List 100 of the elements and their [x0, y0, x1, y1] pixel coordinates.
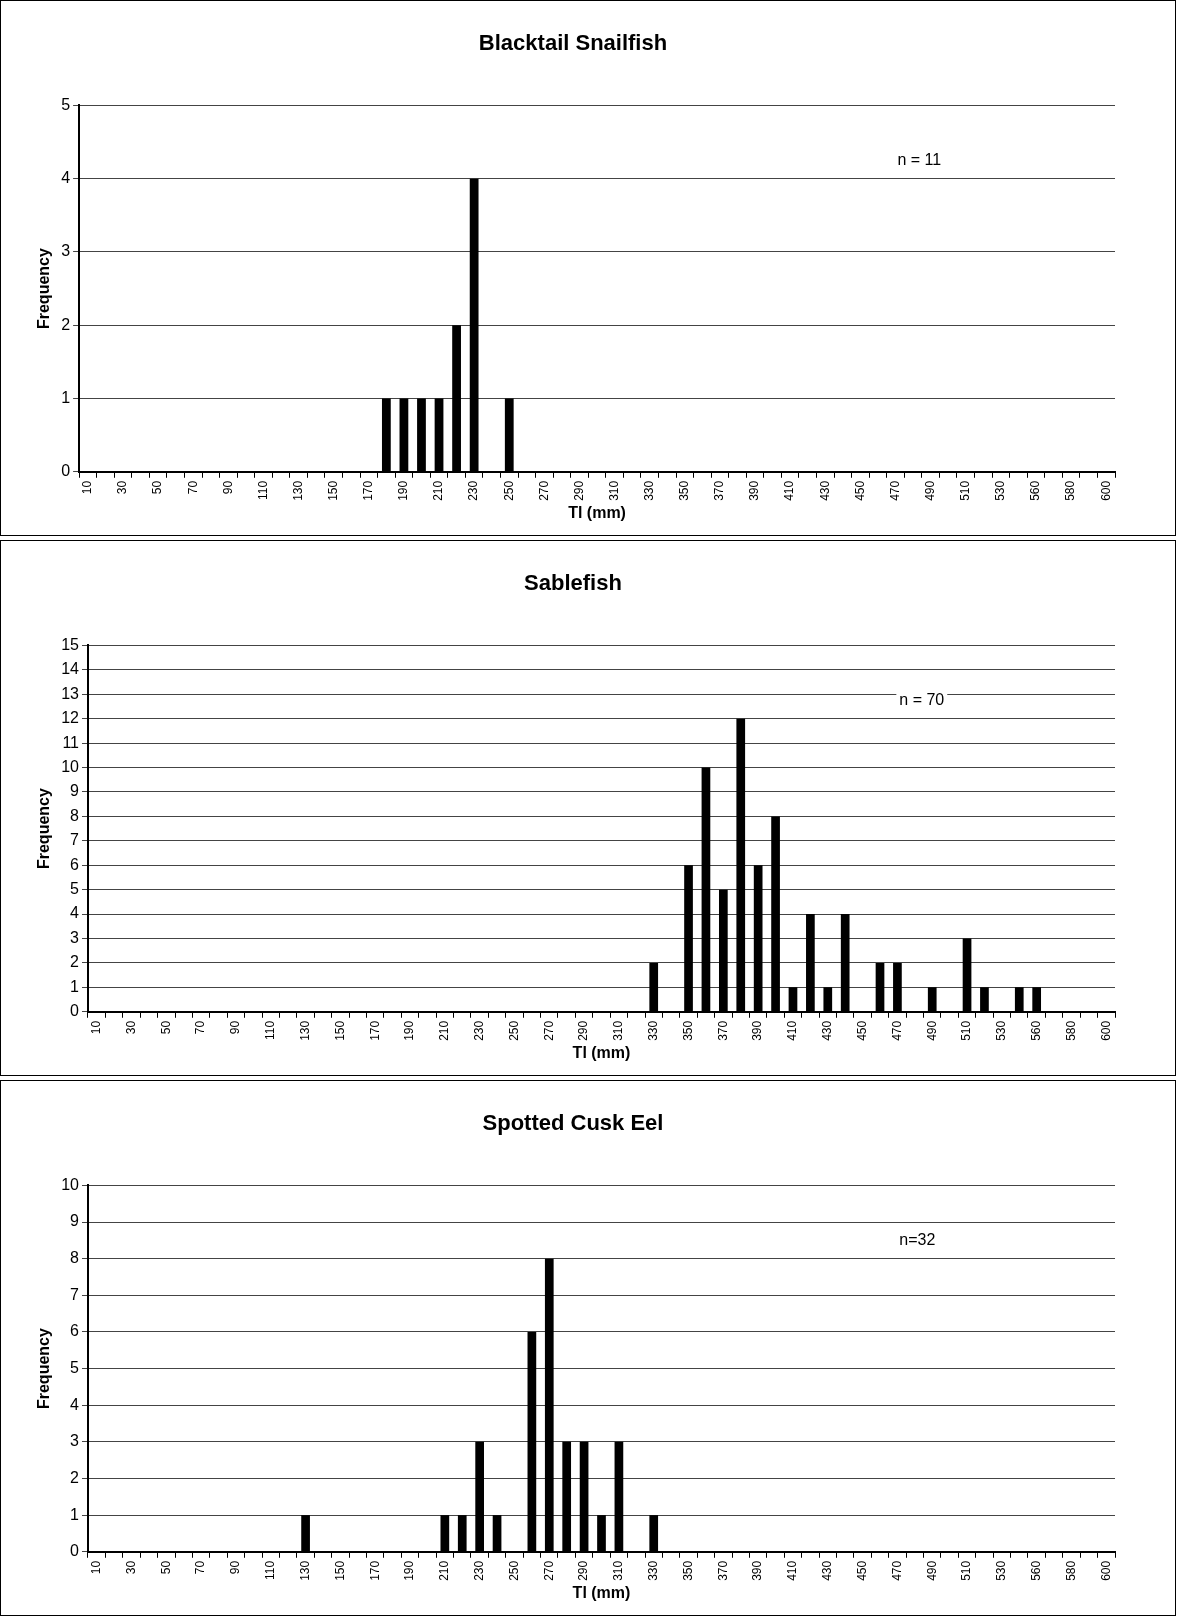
x-tick-label: 170: [367, 1560, 382, 1581]
y-tick-label: 1: [70, 977, 80, 995]
x-tick-label: 30: [123, 1560, 138, 1575]
y-tick-label: 13: [61, 684, 80, 702]
x-tick-label: 560: [1028, 1560, 1043, 1581]
x-tick-label: 580: [1063, 1020, 1078, 1041]
annotation: n=32: [899, 1231, 936, 1249]
x-tick-label: 90: [228, 1560, 243, 1575]
x-tick-label: 210: [437, 1560, 452, 1581]
annotation: n = 11: [897, 151, 942, 169]
x-tick-label: 580: [1063, 1560, 1078, 1581]
x-tick-label: 290: [576, 1560, 591, 1581]
chart-title: Blacktail Snailfish: [478, 30, 668, 56]
y-tick-label: 15: [61, 635, 80, 653]
x-tick-label: 50: [158, 1020, 173, 1035]
y-tick-label: 10: [61, 757, 80, 775]
y-tick-label: 8: [70, 806, 80, 824]
y-tick-label: 3: [70, 928, 80, 946]
annotation: n = 70: [899, 691, 945, 709]
x-tick-label: 210: [437, 1020, 452, 1041]
x-tick-label: 90: [228, 1020, 243, 1035]
x-tick-label: 230: [466, 480, 481, 501]
x-tick-label: 410: [785, 1020, 800, 1041]
x-tick-label: 490: [924, 1560, 939, 1581]
y-tick-label: 9: [70, 782, 80, 800]
x-tick-label: 490: [922, 480, 937, 501]
x-tick-label: 10: [89, 1560, 104, 1575]
x-tick-label: 350: [677, 480, 692, 501]
y-tick-label: 5: [61, 95, 71, 113]
x-tick-label: 430: [817, 480, 832, 501]
x-tick-label: 370: [715, 1560, 730, 1581]
y-tick-label: 1: [70, 1505, 80, 1523]
x-tick-label: 510: [959, 1560, 974, 1581]
x-tick-label: 150: [326, 480, 340, 501]
y-axis-title: Frequency: [35, 248, 53, 330]
x-tick-label: 310: [611, 1560, 626, 1581]
x-tick-label: 450: [854, 1020, 869, 1041]
x-tick-label: 390: [750, 1560, 765, 1581]
x-tick-label: 470: [887, 480, 902, 501]
y-tick-label: 6: [70, 855, 80, 873]
x-tick-label: 30: [123, 1020, 138, 1035]
x-tick-label: 410: [785, 1560, 800, 1581]
y-tick-label: 8: [70, 1249, 80, 1267]
y-tick-label: 11: [62, 733, 80, 751]
x-tick-label: 470: [889, 1020, 904, 1041]
chart-title: Spotted Cusk Eel: [482, 1110, 664, 1136]
x-tick-label: 510: [958, 480, 973, 501]
y-tick-label: 6: [70, 1322, 80, 1340]
x-tick-label: 70: [193, 1560, 208, 1575]
x-tick-label: 190: [402, 1560, 417, 1581]
x-tick-label: 250: [506, 1560, 521, 1581]
x-tick-label: 600: [1098, 480, 1113, 501]
x-tick-label: 450: [854, 1560, 869, 1581]
x-tick-label: 390: [750, 1020, 765, 1041]
x-tick-label: 50: [150, 480, 165, 495]
x-tick-label: 270: [541, 1560, 556, 1581]
x-tick-label: 10: [80, 480, 95, 495]
x-tick-label: 130: [297, 1020, 312, 1041]
x-tick-label: 290: [576, 1020, 591, 1041]
x-tick-label: 470: [889, 1560, 904, 1581]
x-tick-label: 390: [747, 480, 762, 501]
x-tick-label: 530: [994, 1020, 1009, 1041]
chart-title: Sablefish: [524, 570, 622, 596]
x-tick-label: 70: [185, 480, 200, 495]
y-tick-label: 5: [70, 880, 80, 898]
y-tick-label: 5: [70, 1359, 80, 1376]
y-tick-label: 4: [61, 169, 71, 187]
y-tick-label: 4: [70, 904, 80, 922]
y-tick-label: 2: [61, 315, 71, 333]
x-tick-label: 250: [506, 1020, 521, 1041]
x-tick-label: 430: [820, 1020, 835, 1041]
y-tick-label: 7: [70, 831, 80, 849]
x-axis-title: Tl (mm): [572, 1043, 631, 1061]
x-tick-label: 450: [852, 480, 867, 501]
x-tick-label: 190: [402, 1020, 417, 1041]
x-tick-label: 230: [471, 1020, 486, 1041]
y-tick-label: 10: [61, 1175, 80, 1193]
y-tick-label: 12: [61, 709, 80, 727]
y-axis-title: Frequency: [35, 788, 53, 870]
x-tick-label: 310: [611, 1020, 626, 1041]
x-tick-label: 50: [158, 1560, 173, 1575]
y-tick-label: 1: [61, 388, 71, 406]
x-axis-title: Tl (mm): [572, 1583, 631, 1601]
x-tick-label: 310: [606, 480, 621, 501]
y-tick-label: 14: [61, 660, 80, 678]
y-tick-label: 0: [70, 1542, 80, 1560]
y-tick-label: 7: [70, 1285, 80, 1303]
x-tick-label: 560: [1028, 1020, 1043, 1041]
x-tick-label: 330: [646, 1560, 661, 1581]
x-tick-label: 90: [220, 480, 235, 495]
x-tick-label: 170: [367, 1020, 382, 1041]
x-tick-label: 110: [263, 1560, 278, 1580]
x-tick-label: 600: [1098, 1020, 1113, 1041]
x-tick-label: 150: [332, 1020, 347, 1041]
x-tick-label: 530: [994, 1560, 1009, 1581]
x-tick-label: 10: [89, 1020, 104, 1035]
y-tick-label: 9: [70, 1212, 80, 1230]
x-tick-label: 270: [541, 1020, 556, 1041]
x-tick-label: 130: [297, 1560, 312, 1581]
x-tick-label: 370: [712, 480, 727, 501]
